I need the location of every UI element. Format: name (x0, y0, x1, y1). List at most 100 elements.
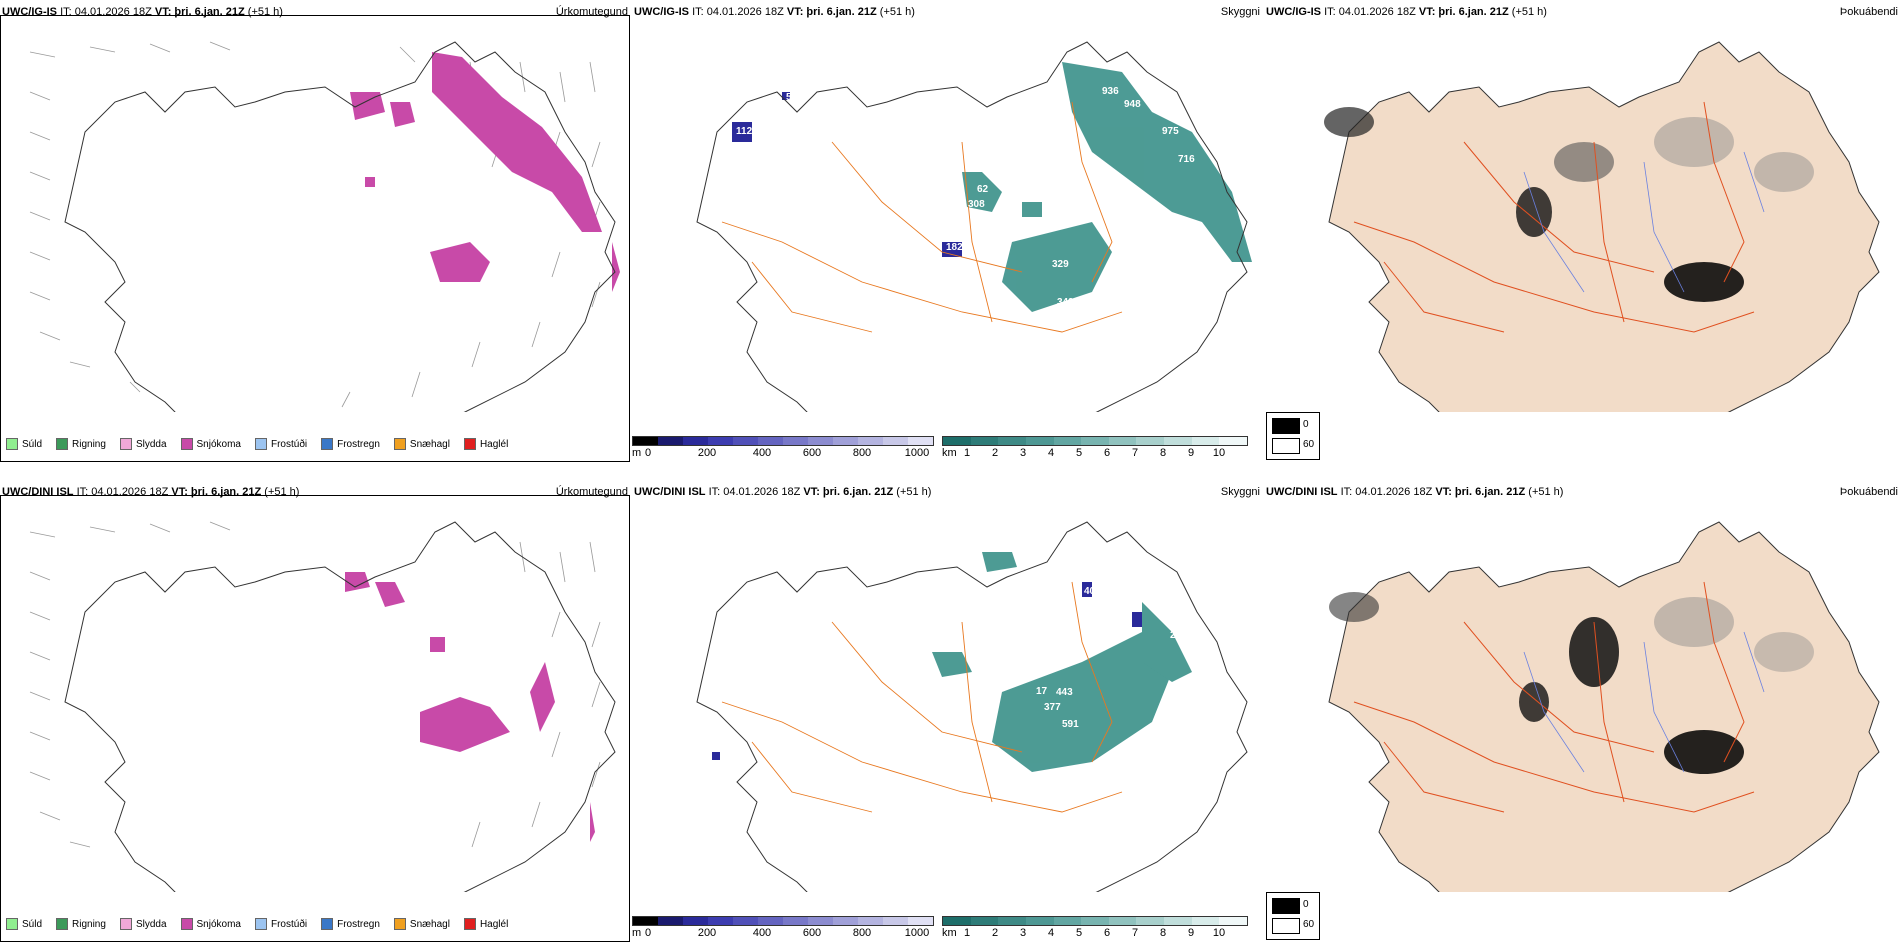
colorbar-tick: 10 (1212, 927, 1226, 939)
map-value-label: 936 (1102, 86, 1119, 97)
colorbar-tick: 0 (644, 447, 652, 459)
snow-areas (345, 572, 595, 842)
legend-swatch (254, 918, 267, 930)
panel-title: Skyggni (1220, 486, 1260, 498)
panel-header: UWC/IG-IS IT: 04.01.2026 18Z VT: þri. 6.… (634, 6, 1260, 22)
colorbar-unit: km (942, 927, 957, 939)
legend-item: Slydda (119, 918, 167, 930)
colorbar-tick: 4 (1047, 927, 1055, 939)
colorbar-tick: 8 (1159, 447, 1167, 459)
colorbar-tick: 400 (752, 927, 772, 939)
map-value-label: 329 (1052, 259, 1069, 270)
colorbar-tick: 2 (991, 447, 999, 459)
legend-swatch (1272, 918, 1300, 934)
colorbar-tick: 6 (1103, 447, 1111, 459)
precip-type-map (29, 521, 616, 892)
map-value-label: 948 (1124, 99, 1141, 110)
map-value-label: 268 (1170, 630, 1187, 641)
map-value-label: 349 (1057, 297, 1074, 308)
colorbar-unit: m (632, 447, 642, 459)
coastline (64, 41, 616, 412)
colorbar-tick: 800 (852, 447, 872, 459)
iceland-land (1328, 521, 1880, 892)
panel-header: UWC/DINI ISL IT: 04.01.2026 18Z VT: þri.… (1266, 486, 1898, 502)
colorbar-tick: 6 (1103, 927, 1111, 939)
road-network (1353, 581, 1755, 813)
coastline (696, 521, 1248, 892)
legend-item: Frostúði (254, 918, 307, 930)
colorbar-gradient (942, 916, 1248, 926)
map-value-label: 62 (977, 184, 989, 195)
cloud-visibility-map: 936 948 975 716 168 182 308 62 76 329 34… (696, 41, 1252, 412)
iceland-land (1328, 41, 1880, 412)
precip-type-legend: Súld Rigning Slydda Snjókoma Frostúði Fr… (6, 918, 508, 930)
legend-label: 60 (1303, 919, 1315, 930)
map-value-label: 591 (1062, 719, 1079, 730)
legend-swatch (393, 438, 406, 450)
map-value-label: 76 (1044, 210, 1056, 221)
precip-type-panel-row2: UWC/DINI ISL IT: 04.01.2026 18Z VT: þri.… (0, 480, 630, 942)
wind-barbs (29, 521, 601, 848)
road-network (1353, 101, 1755, 333)
legend-swatch (321, 918, 334, 930)
map-value-label: 92 (1124, 604, 1136, 615)
colorbar-tick: 5 (1075, 447, 1083, 459)
legend-label: 0 (1303, 419, 1309, 430)
colorbar-ticks: m 0 200 400 600 800 1000 (632, 926, 934, 940)
init-time: IT: 04.01.2026 18Z (1340, 486, 1433, 498)
legend-swatch (321, 438, 334, 450)
valid-time: VT: þri. 6.jan. 21Z (786, 6, 877, 18)
fog-indicator-panel-row2: UWC/DINI ISL IT: 04.01.2026 18Z VT: þri.… (1264, 480, 1900, 942)
legend-item: Frostregn (321, 918, 380, 930)
colorbar-tick: 200 (697, 447, 717, 459)
map-value-label: 407 (1046, 647, 1063, 658)
colorbar-tick: 4 (1047, 447, 1055, 459)
legend-swatch (1272, 898, 1300, 914)
map-value-label: 112 (736, 126, 753, 137)
map-value-label: 240 (1092, 599, 1109, 610)
panel-title: Skyggni (1220, 6, 1260, 18)
colorbar-tick: 600 (802, 447, 822, 459)
map-value-label: 182 (946, 242, 963, 253)
wind-barbs (29, 41, 601, 408)
model-name: UWC/DINI ISL (1266, 486, 1338, 498)
visibility-colorbar: km 1 2 3 4 5 6 7 8 9 10 (942, 436, 1248, 460)
legend-swatch (1272, 438, 1300, 454)
precip-type-legend: Súld Rigning Slydda Snjókoma Frostúði Fr… (6, 438, 508, 450)
panel-header: UWC/DINI ISL IT: 04.01.2026 18Z VT: þri.… (634, 486, 1260, 502)
valid-time: VT: þri. 6.jan. 21Z (803, 486, 894, 498)
map-value-label: 51 (786, 92, 798, 103)
lead-time: (+51 h) (1528, 486, 1564, 498)
legend-item: Haglél (463, 438, 508, 450)
road-network (721, 101, 1123, 333)
colorbar-ticks: km 1 2 3 4 5 6 7 8 9 10 (942, 926, 1248, 940)
legend-swatch (6, 918, 18, 930)
map-value-label: 716 (1178, 154, 1195, 165)
map-value-label: 17 (1036, 686, 1048, 697)
legend-item: Rigning (56, 438, 106, 450)
colorbar-tick: 5 (1075, 927, 1083, 939)
legend-swatch (1272, 418, 1300, 434)
init-time: IT: 04.01.2026 18Z (692, 6, 784, 18)
low-cloud-areas (712, 582, 1142, 760)
legend-swatch (463, 918, 476, 930)
init-time: IT: 04.01.2026 18Z (1324, 6, 1416, 18)
precip-type-panel-row1: UWC/IG-IS IT: 04.01.2026 18Z VT: þri. 6.… (0, 0, 630, 462)
river-network (1523, 631, 1765, 773)
cloud-visibility-panel-row2: UWC/DINI ISL IT: 04.01.2026 18Z VT: þri.… (632, 480, 1262, 942)
colorbar-tick: 7 (1131, 447, 1139, 459)
init-time: IT: 04.01.2026 18Z (708, 486, 801, 498)
colorbar-gradient (632, 436, 934, 446)
legend-swatch (56, 438, 69, 450)
colorbar-tick: 9 (1187, 927, 1195, 939)
legend-item: Súld (6, 918, 42, 930)
cloud-visibility-panel-row1: UWC/IG-IS IT: 04.01.2026 18Z VT: þri. 6.… (632, 0, 1262, 462)
precip-type-map (29, 41, 620, 412)
model-name: UWC/DINI ISL (634, 486, 706, 498)
legend-label: 0 (1303, 899, 1309, 910)
colorbar-tick: 1 (963, 447, 971, 459)
coastline (696, 41, 1248, 412)
legend-item: Frostregn (321, 438, 380, 450)
legend-swatch (180, 438, 193, 450)
map-frame (0, 15, 630, 462)
